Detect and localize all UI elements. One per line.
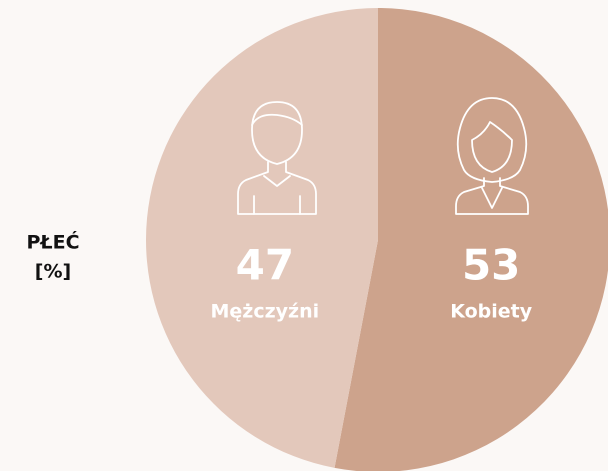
- man-icon: [237, 101, 317, 215]
- woman-icon: [455, 97, 529, 215]
- pie: [145, 8, 608, 471]
- pie-slice: [334, 8, 608, 471]
- chart-title: PŁEĆ: [26, 230, 79, 254]
- category-label: Kobiety: [450, 301, 533, 323]
- chart-subtitle: [%]: [35, 261, 71, 283]
- category-label: Mężczyźni: [210, 301, 319, 323]
- data-label: 47: [236, 241, 294, 290]
- pie-slice: [145, 8, 378, 468]
- data-label: 53: [462, 241, 520, 290]
